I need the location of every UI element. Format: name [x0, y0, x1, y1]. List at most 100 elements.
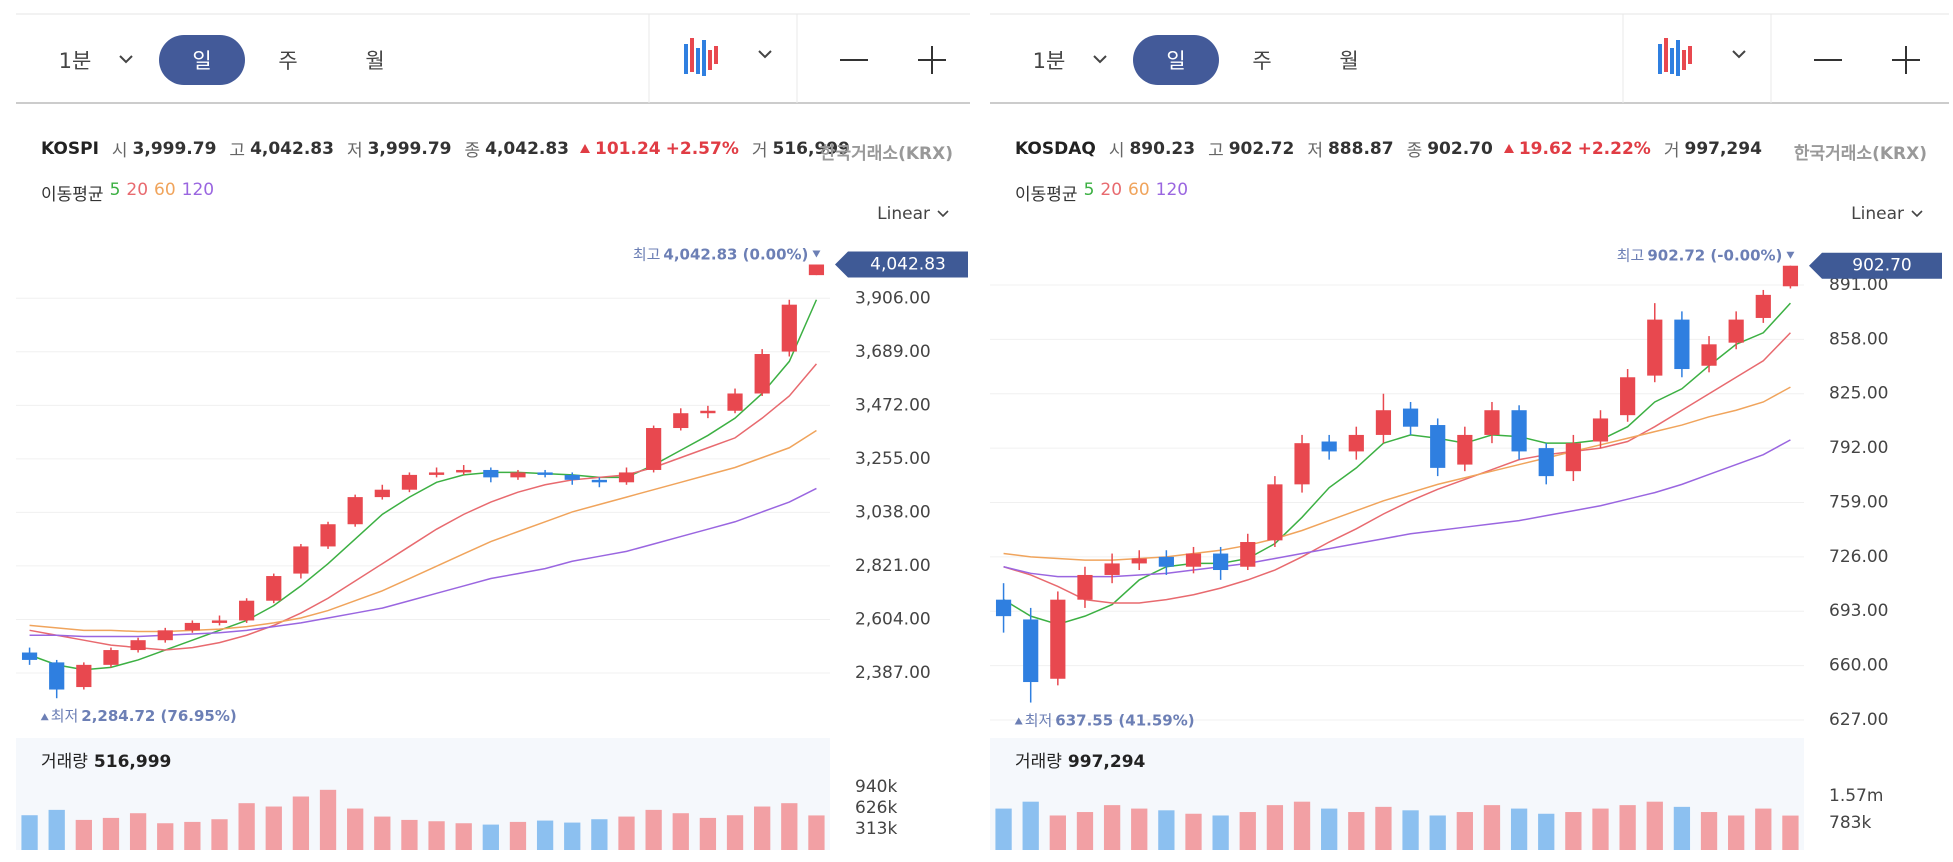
- candle-body: [1158, 556, 1174, 567]
- volume-bar: [1565, 812, 1582, 850]
- candle-body: [1267, 484, 1283, 541]
- zoom-in-button: [1892, 46, 1920, 74]
- period-button[interactable]: 1분: [1032, 49, 1066, 73]
- volume-bar: [591, 819, 608, 850]
- quote-label: 저: [1307, 141, 1323, 161]
- volume-bar: [1022, 801, 1039, 850]
- icon-bar: [1688, 46, 1692, 64]
- volume-bar: [509, 821, 527, 850]
- volume-bar: [699, 817, 717, 850]
- volume-background: [16, 738, 830, 850]
- chevron: [758, 50, 772, 59]
- volume-bar: [1212, 815, 1229, 850]
- chevron: [1732, 50, 1746, 59]
- up-marker: [1014, 717, 1023, 725]
- icon-bar: [702, 40, 706, 76]
- legend-entry: 60: [154, 180, 176, 200]
- volume-bar: [536, 820, 554, 850]
- volume-bar: [808, 815, 825, 850]
- y-tick-label: 825.00: [1829, 384, 1888, 404]
- y-tick-label: 2,821.00: [855, 556, 931, 576]
- low-annotation: 최저 637.55 (41.59%): [1025, 711, 1195, 729]
- quote-label: 저: [346, 141, 363, 161]
- candle-body: [320, 524, 336, 547]
- candle-body: [754, 354, 770, 394]
- icon-bar: [684, 44, 688, 74]
- volume-background: [990, 738, 1804, 850]
- ma-line: [29, 363, 818, 651]
- scale-selector: Linear: [1851, 204, 1904, 224]
- candle-body: [1077, 574, 1093, 600]
- legend-entry: 5: [109, 180, 121, 200]
- volume-label: 거래량: [1015, 752, 1062, 772]
- volume-bar: [1239, 812, 1256, 850]
- candle-body: [1430, 425, 1446, 468]
- candle-body: [1457, 434, 1473, 465]
- volume-tick-label: 313k: [855, 819, 897, 839]
- icon-bar: [1658, 44, 1662, 74]
- volume-bar: [645, 809, 662, 850]
- high-label: 최고: [633, 245, 661, 263]
- icon-bar: [708, 50, 712, 70]
- volume-bar: [1049, 815, 1066, 850]
- low-label: 최저: [1025, 711, 1053, 729]
- volume-bar: [292, 796, 310, 850]
- candle-body: [103, 650, 119, 665]
- volume-bar: [618, 816, 635, 850]
- candle-body: [1674, 319, 1690, 370]
- quote-value: 888.87: [1327, 138, 1394, 159]
- low-label: 최저: [51, 707, 79, 725]
- period-button[interactable]: 월: [365, 49, 385, 73]
- volume-bar: [1185, 813, 1202, 850]
- volume-bar: [1321, 808, 1338, 850]
- quote-value: 890.23: [1129, 138, 1196, 159]
- volume-bar: [754, 806, 771, 850]
- period-button[interactable]: 1분: [58, 49, 92, 73]
- chart-type-icon: [684, 38, 718, 76]
- candle-body: [646, 428, 662, 470]
- candle-body: [673, 413, 689, 429]
- quote-label: 종: [464, 141, 481, 161]
- quote-value: 4,042.83: [485, 138, 570, 159]
- candle-body: [1185, 553, 1202, 567]
- exchange: 한국거래소(KRX): [1793, 144, 1927, 164]
- ma-title: 이동평균: [41, 185, 104, 205]
- volume-bar: [1619, 805, 1636, 850]
- y-tick-label: 792.00: [1829, 438, 1888, 458]
- candle-body: [1402, 408, 1419, 427]
- candle-body: [537, 472, 553, 475]
- candle-body: [374, 489, 390, 498]
- y-tick-label: 2,604.00: [855, 609, 931, 629]
- candle-body: [1538, 448, 1554, 477]
- icon-bar: [714, 46, 718, 64]
- volume-bar: [1510, 808, 1528, 850]
- volume-tick-label: 940k: [855, 777, 897, 797]
- volume-bar: [564, 822, 581, 850]
- candle-body: [1213, 553, 1229, 571]
- volume-bar: [1483, 805, 1501, 850]
- legend-entry: 20: [126, 180, 149, 200]
- quote-value: 516,999: [772, 138, 850, 159]
- period-button[interactable]: 일: [1166, 49, 1186, 73]
- up-arrow: [1503, 144, 1514, 153]
- volume-bar: [184, 821, 201, 850]
- volume-bar: [75, 819, 92, 850]
- volume-bar: [1076, 812, 1094, 850]
- y-tick-label: 891.00: [1829, 275, 1888, 295]
- y-tick-label: 3,255.00: [855, 449, 931, 469]
- period-button[interactable]: 주: [278, 49, 298, 73]
- candle-body: [1484, 410, 1500, 435]
- volume-bar: [1131, 808, 1148, 850]
- quote-label: 거: [1663, 141, 1680, 161]
- period-button[interactable]: 주: [1252, 49, 1272, 73]
- candle-body: [1104, 563, 1120, 575]
- candle-body: [456, 469, 472, 473]
- period-button[interactable]: 월: [1339, 49, 1359, 73]
- ma-line: [1003, 439, 1791, 578]
- volume-bar: [1402, 810, 1419, 850]
- candle-body: [1647, 319, 1663, 376]
- volume-bar: [1266, 805, 1284, 850]
- last-price-tag: [835, 251, 968, 278]
- period-button[interactable]: 일: [192, 49, 212, 73]
